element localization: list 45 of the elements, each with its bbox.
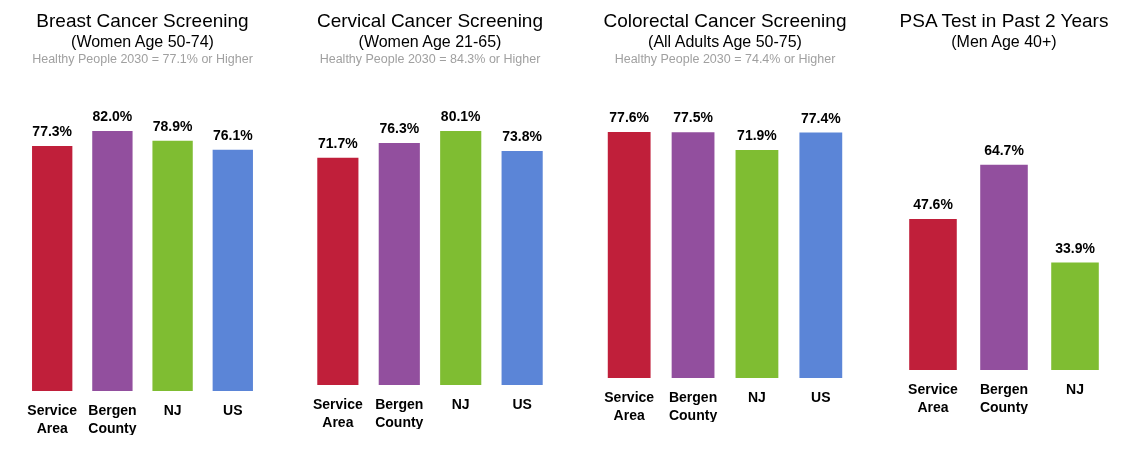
chart-subtitle: (Men Age 40+) [950,32,1058,51]
x-tick-label: NJ [451,395,470,412]
data-label: 77.4% [800,109,842,126]
text: Healthy People 2030 = 77.1% or Higher [32,51,253,68]
data-label: 76.1% [212,126,254,143]
data-label: 78.9% [152,117,193,134]
data-label: 73.8% [502,128,543,144]
x-tick-label: Service Area [604,388,655,423]
data-label: 80.1% [440,108,482,125]
x-tick-label: Bergen County [88,401,137,436]
data-label: 71.7% [318,134,359,151]
text: Healthy People 2030 = 84.3% or Higher [318,51,542,68]
x-tick-label: Service Area [27,401,78,436]
data-label: 64.7% [984,141,1025,158]
x-tick-label: Service Area [312,395,363,430]
chart-title: Cervical Cancer Screening [317,10,543,32]
chart-subtitle: (Women Age 50-74) [70,32,215,51]
data-label: 47.6% [913,196,954,213]
x-tick-label: US [512,395,532,412]
x-tick-label: US [223,401,243,418]
chart-title: PSA Test in Past 2 Years [899,10,1109,32]
x-tick-label: NJ [1066,380,1084,397]
chart-subtitle: (Women Age 21-65) [357,32,503,51]
x-tick-label: Bergen County [979,380,1029,415]
data-label: 76.3% [379,120,420,137]
x-tick-label: Service Area [908,380,959,415]
x-tick-label: Bergen County [375,395,424,430]
data-label: 33.9% [1055,239,1096,256]
bar [378,143,420,385]
x-tick-label: NJ [163,401,182,418]
data-label: 77.5% [673,109,714,126]
chart-subtitle: (All Adults Age 50-75) [647,32,803,51]
x-tick-label: NJ [747,388,766,405]
x-tick-label: Bergen County [668,388,718,423]
data-label: 71.9% [737,127,778,144]
x-tick-label: US [811,388,831,405]
chart-title: Breast Cancer Screening [35,10,250,32]
bar [501,151,543,385]
chart-title: Colorectal Cancer Screening [603,10,847,32]
data-label: 77.3% [32,122,73,139]
data-label: 77.6% [609,108,650,125]
bar [317,157,359,385]
data-label: 82.0% [92,108,133,124]
bar [440,131,482,385]
text: Healthy People 2030 = 74.4% or Higher [613,51,837,68]
